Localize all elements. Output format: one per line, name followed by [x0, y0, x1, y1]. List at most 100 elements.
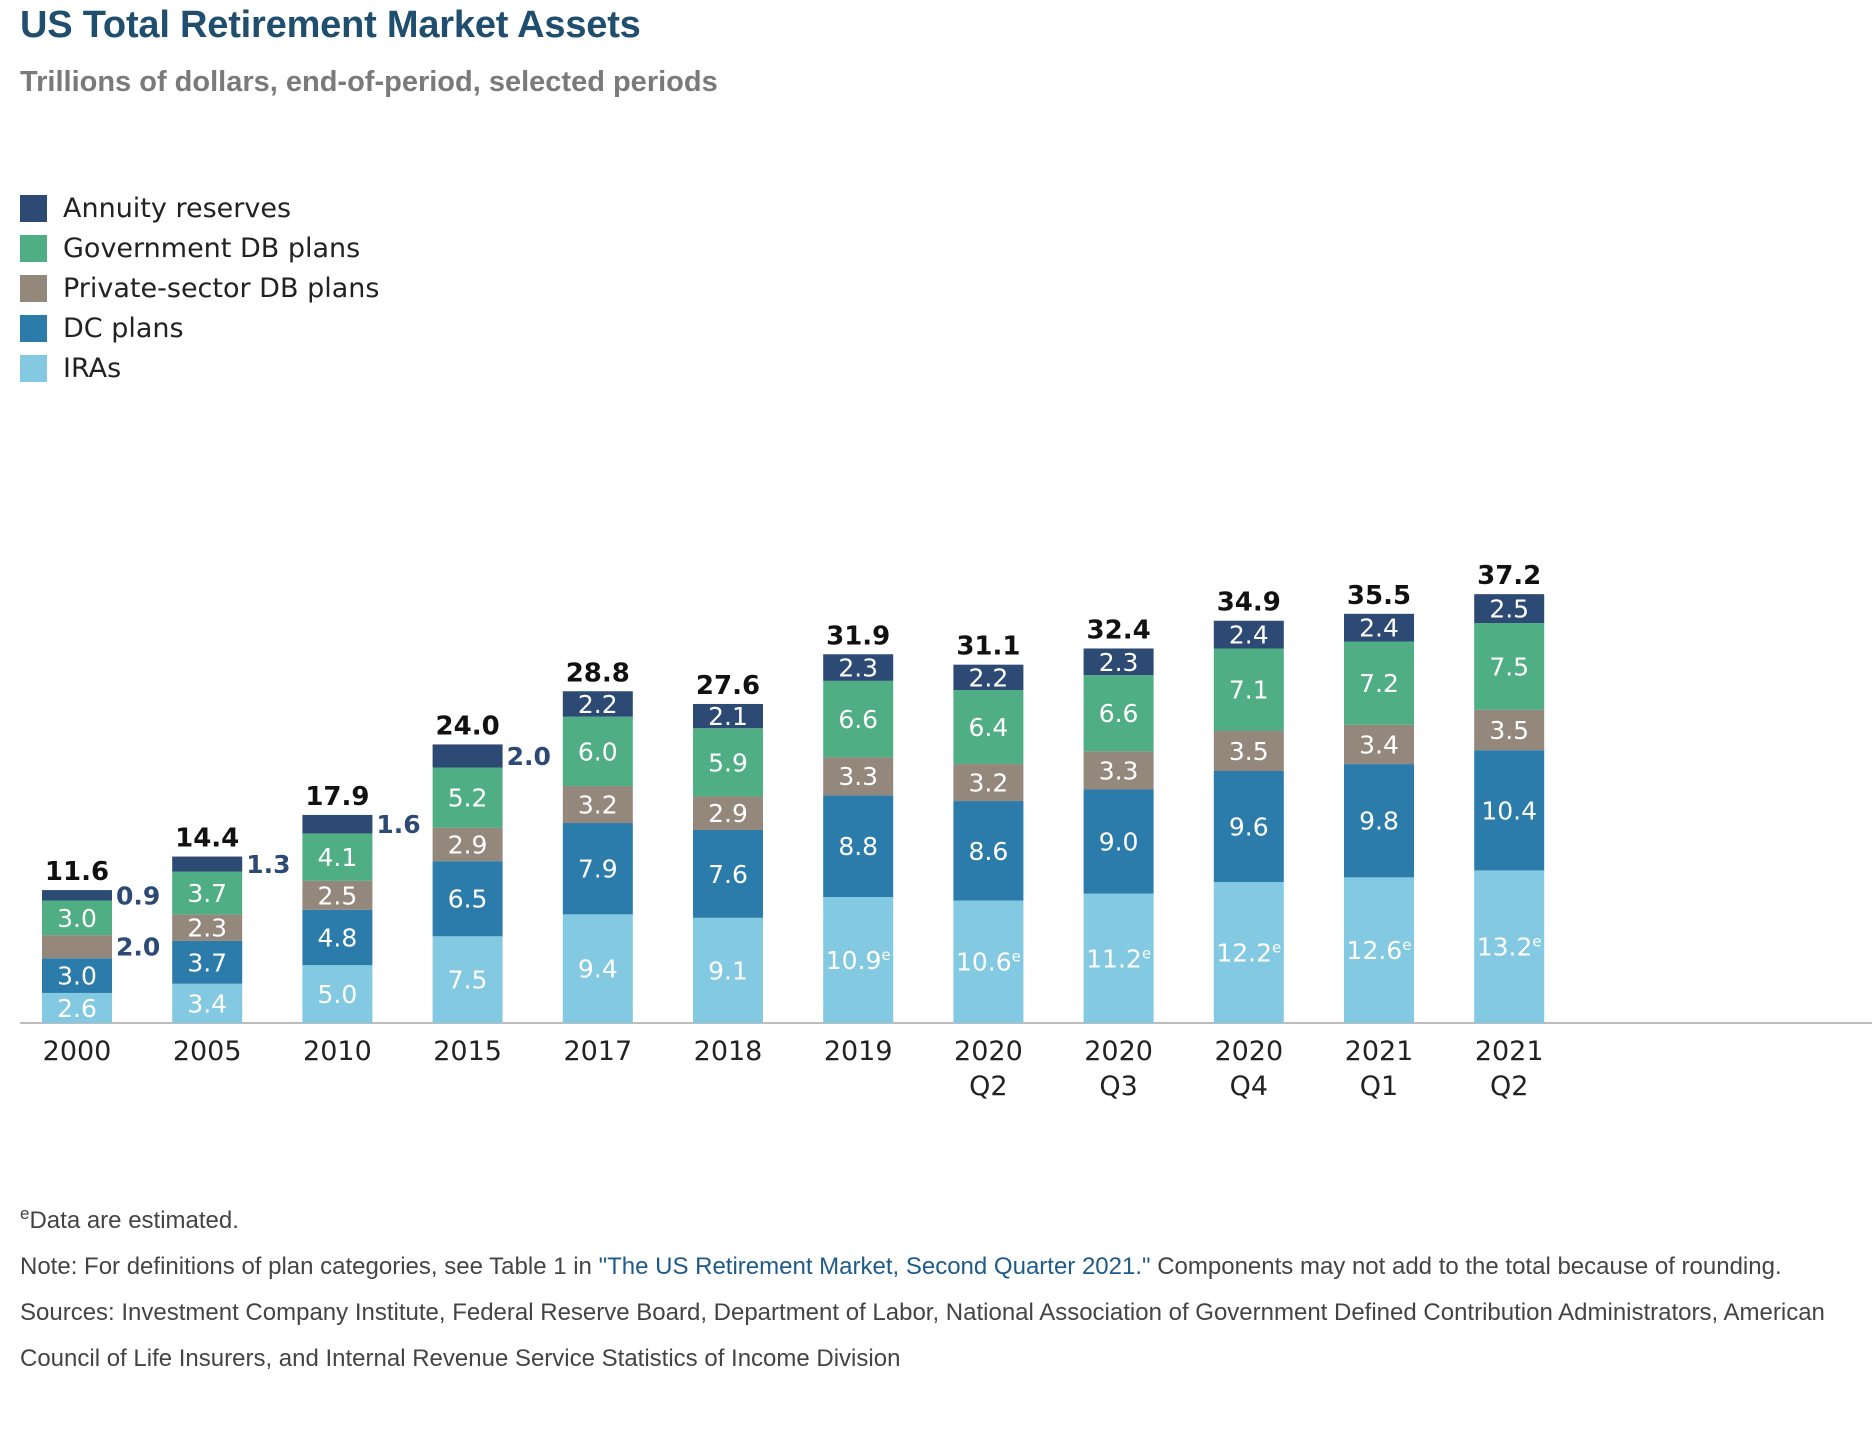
data-label-private-sector-db-plans: 2.3: [187, 914, 227, 943]
data-label-private-sector-db-plans: 3.3: [838, 762, 878, 791]
total-label: 11.6: [45, 857, 109, 887]
total-label: 24.0: [436, 711, 500, 741]
data-label-annuity-reserves: 1.3: [246, 850, 290, 879]
data-label-annuity-reserves: 2.1: [708, 702, 748, 731]
data-label-government-db-plans: 7.2: [1359, 669, 1399, 698]
data-label-iras: 12.2e: [1216, 938, 1281, 967]
data-label-annuity-reserves: 2.3: [838, 654, 878, 683]
data-label-iras: 7.5: [448, 966, 488, 995]
x-tick-label: 2019: [824, 1036, 893, 1067]
data-label-government-db-plans: 6.4: [969, 713, 1009, 742]
stacked-bar-chart: 2.6 3.0 2.0 3.0 0.911.6 2000 3.4 3.7 2.3 3.7 1.314…: [0, 280, 1872, 1140]
data-label-government-db-plans: 6.0: [578, 737, 618, 766]
x-tick-label: 2018: [694, 1036, 763, 1067]
data-label-private-sector-db-plans: 2.5: [318, 881, 358, 910]
data-label-government-db-plans: 6.6: [1099, 699, 1139, 728]
data-label-private-sector-db-plans: 2.9: [448, 830, 488, 859]
legend-swatch-annuity-reserves: [20, 195, 47, 222]
data-label-government-db-plans: 4.1: [318, 843, 358, 872]
estimate-marker: e: [1532, 933, 1541, 951]
data-label-dc-plans: 7.6: [708, 860, 748, 889]
data-label-iras: 3.4: [187, 989, 227, 1018]
x-tick-label: 2020: [1214, 1036, 1283, 1067]
chart-title: US Total Retirement Market Assets: [20, 4, 641, 47]
data-label-government-db-plans: 3.7: [187, 879, 227, 908]
data-label-annuity-reserves: 2.2: [578, 690, 618, 719]
data-label-government-db-plans: 7.1: [1229, 676, 1269, 705]
total-label: 32.4: [1087, 615, 1151, 645]
note-suffix: Components may not add to the total beca…: [1151, 1253, 1782, 1280]
x-tick-label: Q2: [1490, 1071, 1528, 1102]
total-label: 27.6: [696, 671, 760, 701]
legend-item-annuity-reserves: Annuity reserves: [20, 188, 379, 228]
total-label: 28.8: [566, 658, 630, 688]
data-label-private-sector-db-plans: 2.0: [116, 933, 160, 962]
legend-swatch-government-db-plans: [20, 235, 47, 262]
estimate-marker: e: [1142, 944, 1151, 962]
data-label-dc-plans: 8.6: [969, 837, 1009, 866]
rounding-note: Note: For definitions of plan categories…: [20, 1244, 1860, 1290]
data-label-dc-plans: 4.8: [318, 923, 358, 952]
legend-label: Annuity reserves: [63, 193, 291, 224]
data-label-iras: 10.9e: [826, 946, 891, 975]
data-label-annuity-reserves: 2.2: [969, 663, 1009, 692]
data-label-iras: 9.4: [578, 955, 618, 984]
data-label-annuity-reserves: 2.3: [1099, 648, 1139, 677]
data-label-annuity-reserves: 2.4: [1359, 614, 1399, 643]
data-label-dc-plans: 7.9: [578, 855, 618, 884]
x-tick-label: 2000: [43, 1036, 112, 1067]
data-label-dc-plans: 9.0: [1099, 828, 1139, 857]
data-label-dc-plans: 10.4: [1481, 796, 1537, 825]
data-label-annuity-reserves: 1.6: [376, 810, 420, 839]
x-tick-label: 2017: [563, 1036, 632, 1067]
data-label-dc-plans: 8.8: [838, 832, 878, 861]
report-link[interactable]: "The US Retirement Market, Second Quarte…: [599, 1253, 1151, 1280]
data-label-government-db-plans: 3.0: [57, 904, 97, 933]
data-label-private-sector-db-plans: 3.4: [1359, 730, 1399, 759]
estimate-marker: e: [881, 946, 890, 964]
data-label-private-sector-db-plans: 3.3: [1099, 756, 1139, 785]
estimate-marker: e: [1402, 936, 1411, 954]
data-label-iras: 12.6e: [1347, 936, 1412, 965]
estimate-text: Data are estimated.: [29, 1207, 238, 1234]
x-tick-label: 2021: [1345, 1036, 1414, 1067]
x-tick-label: 2010: [303, 1036, 372, 1067]
data-label-iras: 2.6: [57, 994, 97, 1023]
estimate-marker: e: [1012, 948, 1021, 966]
data-label-government-db-plans: 5.2: [448, 784, 488, 813]
x-tick-label: 2015: [433, 1036, 502, 1067]
data-label-annuity-reserves: 2.0: [507, 742, 551, 771]
data-label-annuity-reserves: 2.4: [1229, 621, 1269, 650]
data-label-government-db-plans: 6.6: [838, 705, 878, 734]
total-label: 35.5: [1347, 581, 1411, 611]
total-label: 31.1: [956, 632, 1020, 662]
data-label-dc-plans: 6.5: [448, 885, 488, 914]
x-tick-label: Q1: [1360, 1071, 1398, 1102]
bar-segment-annuity-reserves: [172, 857, 242, 872]
estimate-marker: e: [1272, 938, 1281, 956]
estimate-footnote: eData are estimated.: [20, 1198, 1860, 1244]
data-label-government-db-plans: 5.9: [708, 748, 748, 777]
total-label: 17.9: [305, 782, 369, 812]
data-label-iras: 10.6e: [956, 948, 1021, 977]
data-label-iras: 11.2e: [1086, 944, 1151, 973]
data-label-dc-plans: 9.8: [1359, 807, 1399, 836]
total-label: 34.9: [1217, 588, 1281, 618]
x-tick-label: 2005: [173, 1036, 242, 1067]
sources-note: Sources: Investment Company Institute, F…: [20, 1290, 1860, 1382]
legend-label: Government DB plans: [63, 233, 360, 264]
total-label: 14.4: [175, 824, 239, 854]
data-label-private-sector-db-plans: 2.9: [708, 799, 748, 828]
data-label-private-sector-db-plans: 3.5: [1229, 737, 1269, 766]
x-tick-label: 2020: [954, 1036, 1023, 1067]
data-label-dc-plans: 9.6: [1229, 812, 1269, 841]
legend-item-government-db-plans: Government DB plans: [20, 228, 379, 268]
data-label-iras: 5.0: [318, 980, 358, 1009]
x-tick-label: Q3: [1099, 1071, 1137, 1102]
note-prefix: Note: For definitions of plan categories…: [20, 1253, 599, 1280]
x-tick-label: Q4: [1230, 1071, 1268, 1102]
chart-subtitle: Trillions of dollars, end-of-period, sel…: [20, 66, 718, 99]
chart-notes: eData are estimated. Note: For definitio…: [20, 1198, 1860, 1382]
x-tick-label: 2021: [1475, 1036, 1544, 1067]
data-label-government-db-plans: 7.5: [1489, 652, 1529, 681]
